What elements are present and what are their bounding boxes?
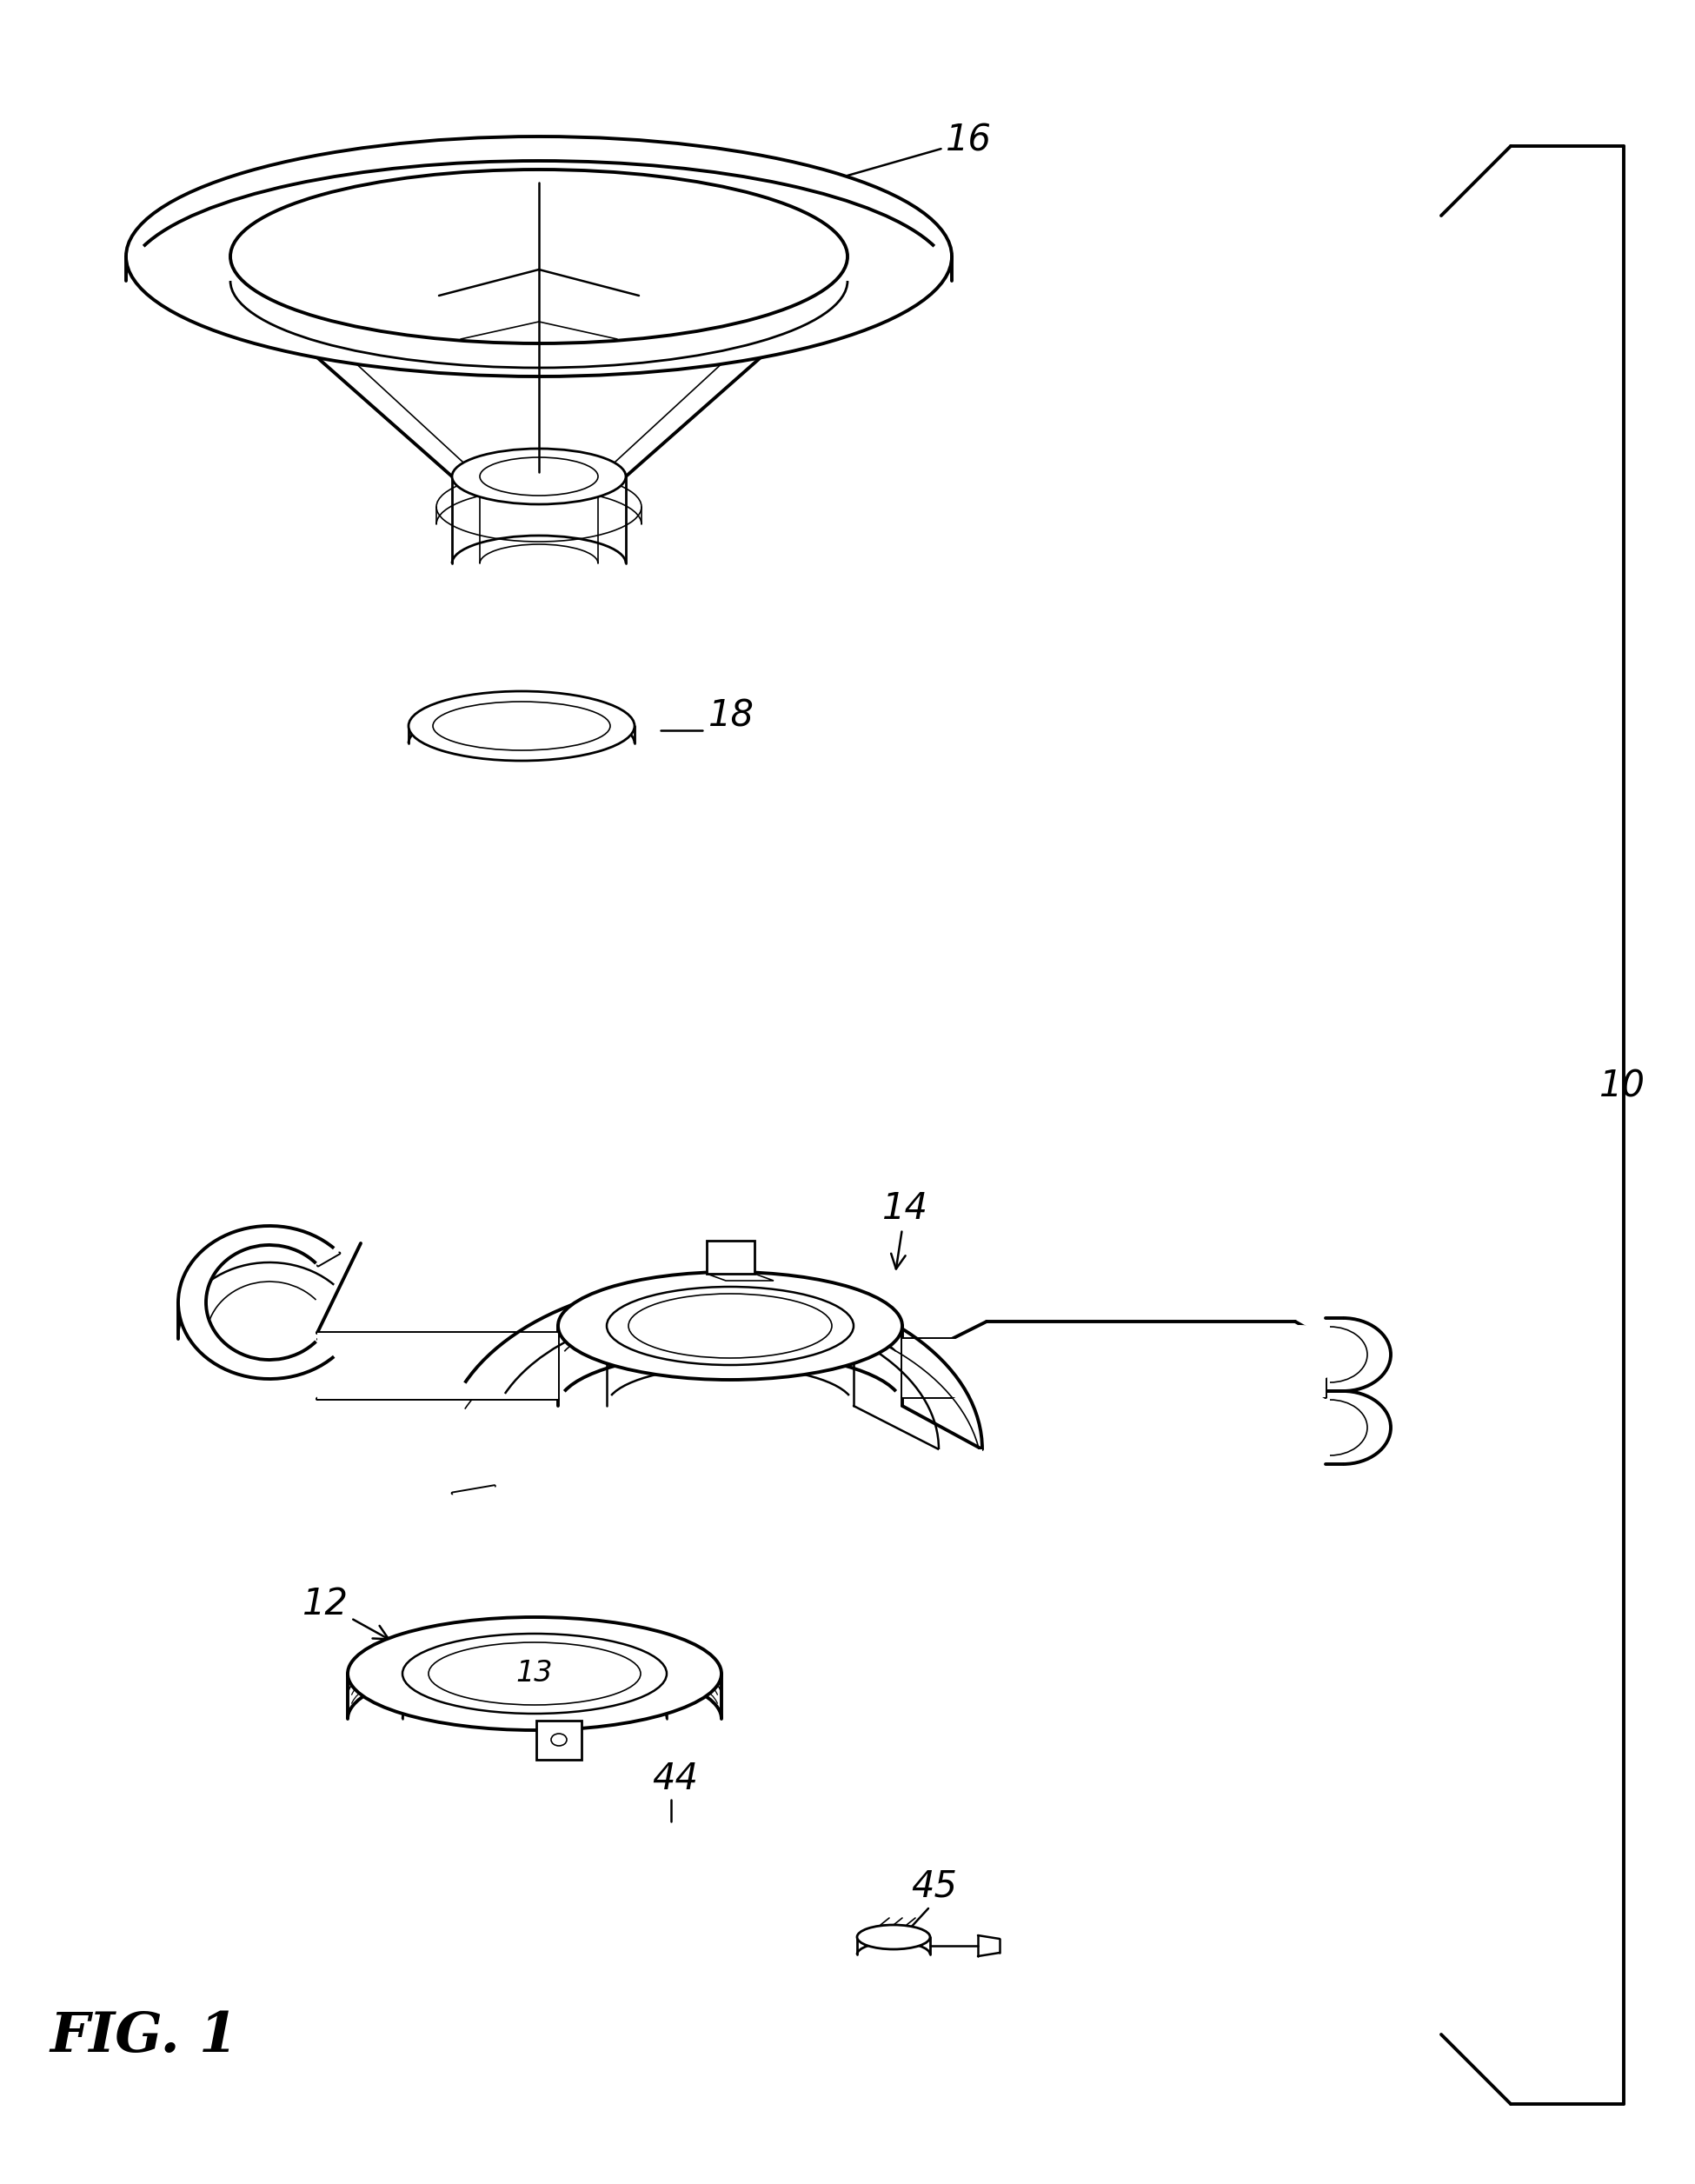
Ellipse shape bbox=[607, 1286, 854, 1365]
Ellipse shape bbox=[125, 135, 953, 376]
Polygon shape bbox=[536, 1721, 581, 1760]
Polygon shape bbox=[178, 1225, 339, 1378]
Ellipse shape bbox=[858, 1924, 931, 1950]
Ellipse shape bbox=[231, 170, 848, 343]
Ellipse shape bbox=[1256, 1326, 1342, 1385]
Text: 18: 18 bbox=[709, 697, 754, 734]
Ellipse shape bbox=[558, 1271, 902, 1380]
Text: 10: 10 bbox=[1600, 1068, 1646, 1105]
Text: 16: 16 bbox=[792, 122, 992, 194]
Text: 13: 13 bbox=[515, 1660, 553, 1688]
Polygon shape bbox=[707, 1273, 773, 1280]
Text: FIG. 1: FIG. 1 bbox=[51, 2009, 239, 2064]
Ellipse shape bbox=[347, 1616, 722, 1730]
Polygon shape bbox=[902, 1339, 1325, 1398]
Polygon shape bbox=[707, 1241, 754, 1273]
Polygon shape bbox=[317, 1332, 558, 1400]
Ellipse shape bbox=[402, 1634, 666, 1714]
Ellipse shape bbox=[453, 448, 625, 505]
Ellipse shape bbox=[480, 456, 598, 496]
Text: 14: 14 bbox=[883, 1190, 929, 1269]
Ellipse shape bbox=[408, 690, 634, 760]
Polygon shape bbox=[453, 1450, 981, 1618]
Ellipse shape bbox=[551, 1734, 566, 1745]
Text: 12: 12 bbox=[302, 1586, 388, 1640]
Text: 45: 45 bbox=[910, 1867, 958, 1904]
Text: 44: 44 bbox=[653, 1760, 698, 1797]
